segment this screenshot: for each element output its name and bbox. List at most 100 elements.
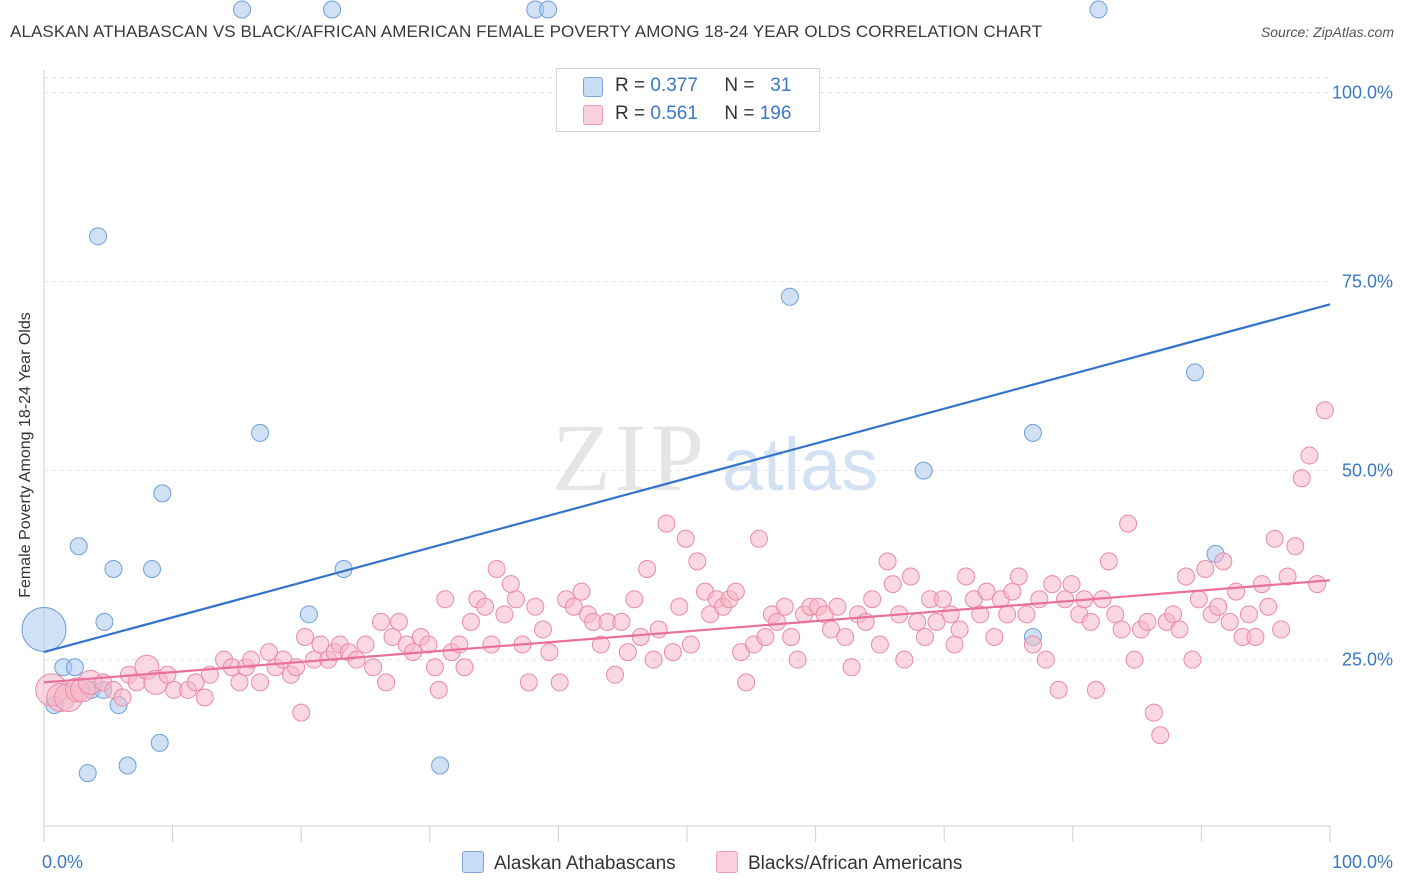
- athabascan-point: [1185, 363, 1204, 382]
- black-point: [550, 673, 569, 692]
- y-tick-label: 25.0%: [1342, 650, 1393, 670]
- black-point: [519, 673, 538, 692]
- legend-n-label: N =: [724, 103, 755, 124]
- black-point: [977, 582, 996, 601]
- watermark: ZIP atlas: [552, 404, 878, 511]
- black-point: [1144, 703, 1163, 722]
- data-points: [21, 0, 1334, 783]
- legend-r-value: 0.377: [650, 75, 698, 96]
- black-point: [768, 612, 787, 631]
- black-point: [377, 673, 396, 692]
- black-point: [383, 628, 402, 646]
- black-point: [425, 658, 444, 677]
- black-point: [1176, 567, 1195, 586]
- black-point: [1220, 612, 1239, 631]
- black-point: [1196, 559, 1215, 578]
- bottom-legend-label: Alaskan Athabascans: [494, 853, 676, 874]
- black-point: [1265, 529, 1284, 548]
- black-point: [870, 635, 889, 654]
- black-point: [1189, 590, 1208, 609]
- trend-lines: [43, 303, 1331, 684]
- black-point: [657, 514, 676, 533]
- black-point: [1009, 567, 1028, 586]
- athabascan-point: [69, 537, 88, 556]
- black-point: [895, 650, 914, 669]
- black-point: [737, 673, 756, 692]
- black-point: [1030, 590, 1049, 609]
- black-point: [1272, 620, 1291, 639]
- legend-n-value: 196: [759, 103, 792, 124]
- black-point: [878, 552, 897, 571]
- black-point: [1036, 650, 1055, 669]
- black-point: [863, 590, 882, 609]
- black-point: [1049, 680, 1068, 699]
- athabascan-point: [1023, 423, 1042, 442]
- black-point: [461, 612, 480, 631]
- black-point: [436, 590, 455, 609]
- black-point: [506, 590, 525, 609]
- x-tick-label: 0.0%: [42, 852, 83, 872]
- black-point: [927, 612, 946, 631]
- x-tick-label: 100.0%: [1332, 852, 1393, 872]
- tick-labels: 25.0% 50.0% 75.0% 100.0% 0.0% 100.0%: [42, 83, 1393, 872]
- black-point: [564, 597, 583, 616]
- black-point: [828, 597, 847, 616]
- black-point: [1252, 575, 1271, 594]
- black-point: [501, 575, 520, 594]
- black-point: [1125, 650, 1144, 669]
- watermark-zip: ZIP: [552, 404, 708, 511]
- black-point: [1081, 612, 1100, 631]
- athabascan-point: [78, 764, 97, 783]
- black-point: [1086, 680, 1105, 699]
- bottom-legend-black: Blacks/African Americans: [716, 851, 962, 875]
- black-point: [347, 650, 366, 669]
- black-point: [1239, 605, 1258, 624]
- legend-swatch-athabascan: [583, 77, 603, 97]
- black-point: [638, 559, 657, 578]
- black-point: [230, 673, 249, 692]
- black-point: [1259, 597, 1278, 616]
- black-trend-line: [43, 579, 1331, 684]
- black-point: [941, 605, 960, 624]
- y-tick-label: 50.0%: [1342, 461, 1393, 481]
- black-point: [482, 635, 501, 654]
- black-point: [371, 612, 390, 631]
- black-point: [1151, 726, 1170, 745]
- athabascan-point: [323, 0, 342, 19]
- black-point: [985, 628, 1004, 646]
- black-point: [998, 605, 1017, 624]
- athabascan-point: [104, 559, 123, 578]
- black-point: [1315, 401, 1334, 420]
- black-point: [195, 688, 214, 707]
- black-point: [1017, 605, 1036, 624]
- black-point: [618, 643, 637, 662]
- athabascan-trend-line: [43, 303, 1331, 654]
- stats-legend: R = 0.377 N = 31 R = 0.561 N = 196: [556, 68, 820, 132]
- athabascan-point: [780, 287, 799, 306]
- black-point: [644, 650, 663, 669]
- source-label: Source: ZipAtlas.com: [1260, 24, 1394, 40]
- athabascan-point: [143, 559, 162, 578]
- athabascan-point: [431, 756, 450, 775]
- legend-r-label: R =: [615, 103, 646, 124]
- legend-r-value: 0.561: [650, 103, 698, 124]
- black-point: [292, 703, 311, 722]
- bottom-legend-athabascan: Alaskan Athabascans: [462, 851, 676, 875]
- black-point: [1003, 582, 1022, 601]
- bottom-legend-label: Blacks/African Americans: [748, 853, 963, 874]
- athabascan-point: [299, 605, 318, 624]
- black-point: [625, 590, 644, 609]
- athabascan-point: [21, 606, 67, 652]
- black-point: [1062, 575, 1081, 594]
- black-point: [540, 643, 559, 662]
- black-point: [1246, 628, 1265, 646]
- athabascan-point: [251, 423, 270, 442]
- black-point: [649, 620, 668, 639]
- black-point: [908, 612, 927, 631]
- watermark-atlas: atlas: [722, 423, 878, 506]
- black-point: [487, 559, 506, 578]
- black-point: [605, 665, 624, 684]
- black-point: [1023, 635, 1042, 654]
- black-point: [1043, 575, 1062, 594]
- black-point: [726, 582, 745, 601]
